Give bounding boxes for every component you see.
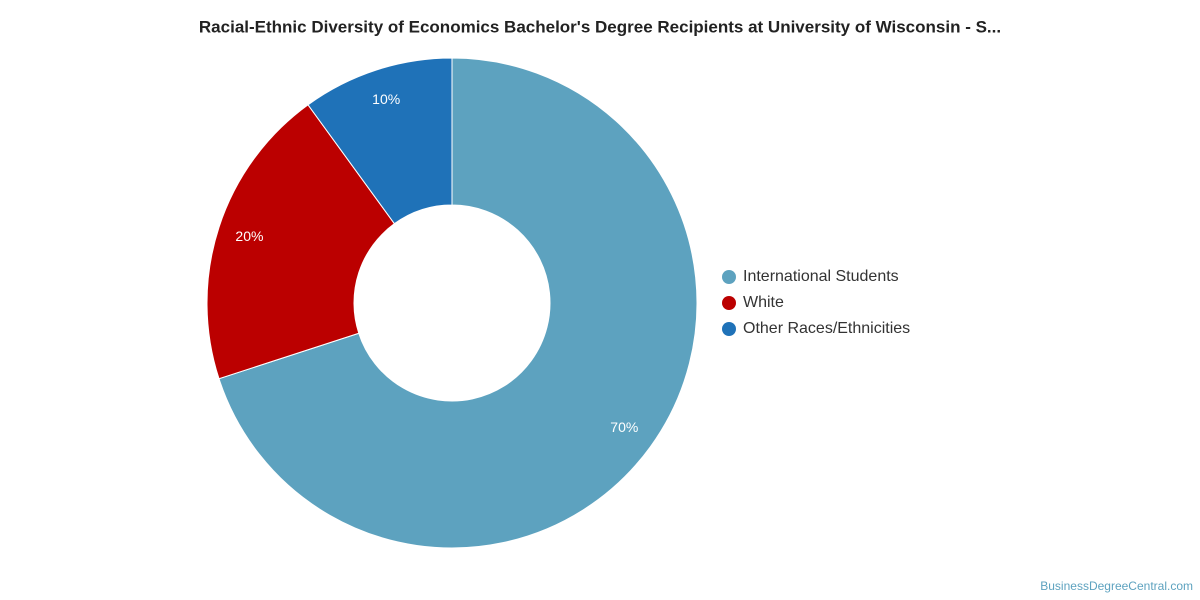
- donut-slice: [307, 57, 453, 225]
- legend-label: Other Races/Ethnicities: [743, 320, 910, 337]
- credit: BusinessDegreeCentral.com: [1040, 579, 1193, 593]
- legend-marker: [722, 322, 736, 336]
- chart-title: Racial-Ethnic Diversity of Economics Bac…: [199, 17, 1001, 36]
- donut-slice: [218, 57, 698, 549]
- legend-label: International Students: [743, 268, 899, 285]
- data-label: 10%: [372, 91, 400, 107]
- legend-marker: [722, 296, 736, 310]
- legend-label: White: [743, 294, 784, 311]
- data-label: 70%: [610, 419, 638, 435]
- legend-marker: [722, 270, 736, 284]
- data-label: 20%: [235, 228, 263, 244]
- donut-slice: [206, 104, 396, 380]
